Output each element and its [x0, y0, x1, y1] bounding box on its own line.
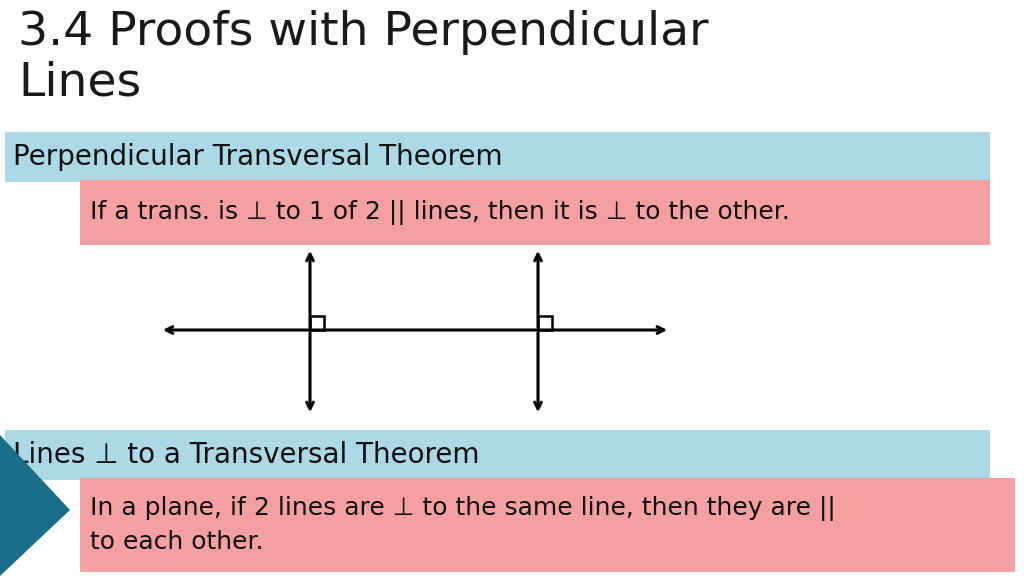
Text: 3.4 Proofs with Perpendicular
Lines: 3.4 Proofs with Perpendicular Lines	[18, 10, 709, 105]
Text: Perpendicular Transversal Theorem: Perpendicular Transversal Theorem	[13, 143, 503, 171]
Bar	[310, 316, 324, 330]
Text: If a trans. is ⊥ to 1 of 2 || lines, then it is ⊥ to the other.: If a trans. is ⊥ to 1 of 2 || lines, the…	[90, 200, 790, 225]
Bar	[538, 316, 552, 330]
Bar	[80, 180, 990, 245]
Bar	[5, 430, 990, 480]
Text: In a plane, if 2 lines are ⊥ to the same line, then they are ||
to each other.: In a plane, if 2 lines are ⊥ to the same…	[90, 496, 836, 554]
Polygon shape	[0, 435, 70, 576]
Text: Lines ⊥ to a Transversal Theorem: Lines ⊥ to a Transversal Theorem	[13, 441, 479, 469]
Bar	[5, 132, 990, 182]
Bar	[80, 478, 1015, 572]
